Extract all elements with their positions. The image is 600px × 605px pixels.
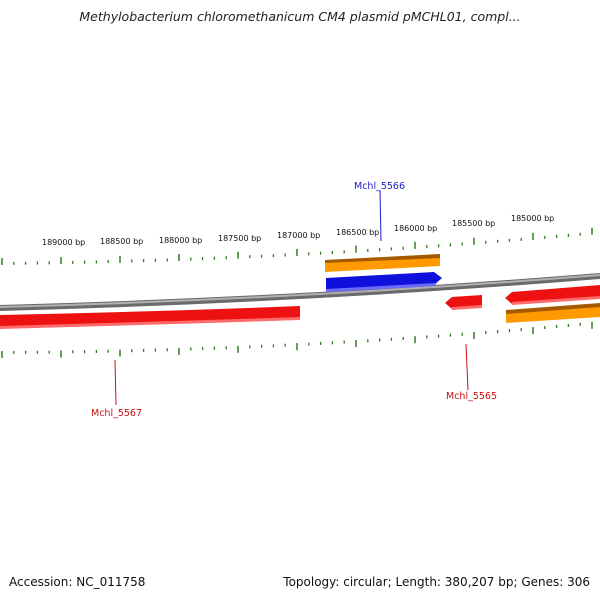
ruler-label: 186500 bp bbox=[336, 228, 379, 237]
label-leader-mchl-5565 bbox=[465, 343, 469, 391]
lower-ruler bbox=[1, 321, 593, 358]
topology-summary: Topology: circular; Length: 380,207 bp; … bbox=[283, 575, 590, 589]
gene-label-mchl-5567[interactable]: Mchl_5567 bbox=[91, 408, 142, 419]
ruler-label: 188000 bp bbox=[159, 236, 202, 245]
map-title: Methylobacterium chloromethanicum CM4 pl… bbox=[79, 9, 521, 24]
ruler-label: 188500 bp bbox=[100, 237, 143, 246]
genome-backbone bbox=[0, 273, 600, 311]
ruler-label: 186000 bp bbox=[394, 224, 437, 233]
label-leader-mchl-5567 bbox=[114, 359, 117, 406]
ruler-label: 189000 bp bbox=[42, 238, 85, 247]
ruler-label: 187500 bp bbox=[218, 234, 261, 243]
gene-feature-mchl-5565[interactable] bbox=[445, 295, 482, 310]
gene-label-mchl-5566[interactable]: Mchl_5566 bbox=[354, 181, 405, 192]
ruler-label: 185000 bp bbox=[511, 214, 554, 223]
gene-feature-orange-lower[interactable] bbox=[506, 303, 600, 323]
ruler-label: 185500 bp bbox=[452, 219, 495, 228]
ruler-label: 187000 bp bbox=[277, 231, 320, 240]
ruler-labels: 189000 bp 188500 bp 188000 bp 187500 bp … bbox=[42, 214, 554, 247]
gene-feature-orange-upper[interactable] bbox=[325, 254, 440, 272]
label-leader-mchl-5566 bbox=[379, 190, 382, 242]
gene-feature-mchl-5567[interactable] bbox=[0, 306, 300, 329]
gene-feature-red-right[interactable] bbox=[505, 285, 600, 305]
gene-label-mchl-5565[interactable]: Mchl_5565 bbox=[446, 391, 497, 402]
gene-feature-mchl-5566[interactable] bbox=[326, 272, 442, 292]
upper-ruler bbox=[1, 227, 593, 265]
accession-text: Accession: NC_011758 bbox=[9, 575, 146, 589]
